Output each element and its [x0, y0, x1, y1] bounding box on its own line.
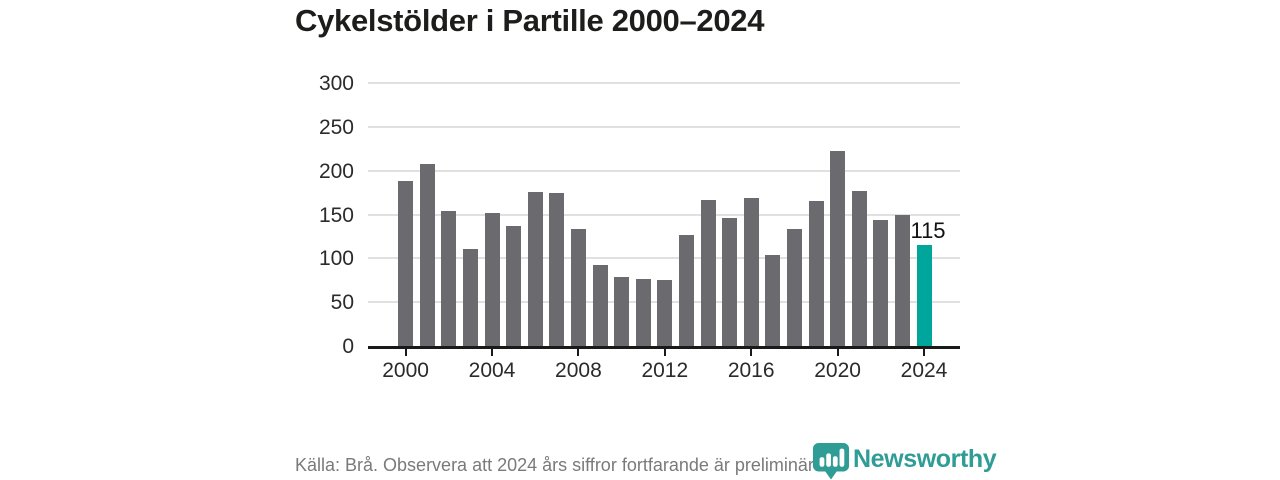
x-axis-label-2000: 2000 — [382, 359, 429, 382]
x-axis-label-2016: 2016 — [727, 359, 775, 382]
bar-2007 — [549, 192, 565, 346]
bar-2005 — [506, 225, 522, 346]
gridline-300 — [368, 82, 960, 84]
x-axis-label-2024: 2024 — [900, 359, 948, 382]
bar-2010 — [614, 276, 630, 346]
x-tick-2008 — [577, 349, 580, 356]
x-tick-2012 — [663, 349, 666, 356]
x-axis-label-2004: 2004 — [468, 359, 516, 382]
y-axis-label-200: 200 — [318, 159, 354, 183]
gridline-100 — [368, 257, 960, 260]
y-axis-label-50: 50 — [330, 291, 354, 315]
bar-2021 — [851, 190, 867, 346]
highlight-value-label: 115 — [910, 218, 946, 244]
bar-2018 — [786, 229, 802, 346]
source-note: Källa: Brå. Observera att 2024 års siffr… — [295, 455, 829, 475]
bar-2014 — [700, 200, 716, 346]
x-tick-2004 — [491, 349, 493, 356]
y-axis-label-100: 100 — [318, 247, 354, 271]
bar-2015 — [722, 218, 738, 346]
bar-2024 — [916, 245, 932, 346]
newsworthy-logo-icon — [812, 442, 850, 480]
bar-2001 — [419, 163, 435, 346]
bar-2020 — [830, 151, 846, 346]
bar-2004 — [484, 212, 500, 346]
x-axis-label-2008: 2008 — [555, 359, 602, 382]
bar-2012 — [657, 280, 673, 346]
bar-2023 — [894, 215, 910, 346]
bar-2000 — [398, 181, 414, 346]
x-tick-2024 — [923, 349, 925, 356]
bar-2008 — [570, 229, 586, 346]
newsworthy-logo: Newsworthy — [812, 442, 997, 480]
bar-2017 — [765, 254, 781, 346]
gridline-200 — [368, 169, 960, 172]
y-axis-label-0: 0 — [342, 335, 354, 358]
bar-2019 — [808, 201, 824, 346]
x-tick-2016 — [750, 349, 753, 356]
newsworthy-logo-text: Newsworthy — [853, 445, 997, 473]
bar-2022 — [873, 219, 889, 346]
y-axis-label-250: 250 — [318, 115, 354, 139]
gridline-150 — [368, 213, 960, 216]
bar-2006 — [527, 191, 543, 346]
x-tick-2000 — [404, 349, 407, 356]
chart-title: Cykelstölder i Partille 2000–2024 — [295, 3, 765, 38]
y-axis-label-300: 300 — [318, 72, 354, 95]
gridline-250 — [368, 125, 960, 128]
x-tick-2020 — [836, 349, 839, 356]
bar-2009 — [592, 265, 608, 346]
bar-2003 — [462, 248, 478, 346]
y-axis-label-150: 150 — [318, 203, 354, 227]
bar-2016 — [743, 197, 759, 346]
bar-2002 — [441, 211, 457, 346]
x-axis-label-2020: 2020 — [814, 359, 861, 382]
plot-area: 0 50 100 150 200 250 300 2000 2004 2008 2012 2016 20… — [319, 73, 960, 382]
bar-2013 — [678, 234, 694, 346]
x-axis-label-2012: 2012 — [641, 359, 689, 382]
bar-2011 — [635, 279, 651, 346]
